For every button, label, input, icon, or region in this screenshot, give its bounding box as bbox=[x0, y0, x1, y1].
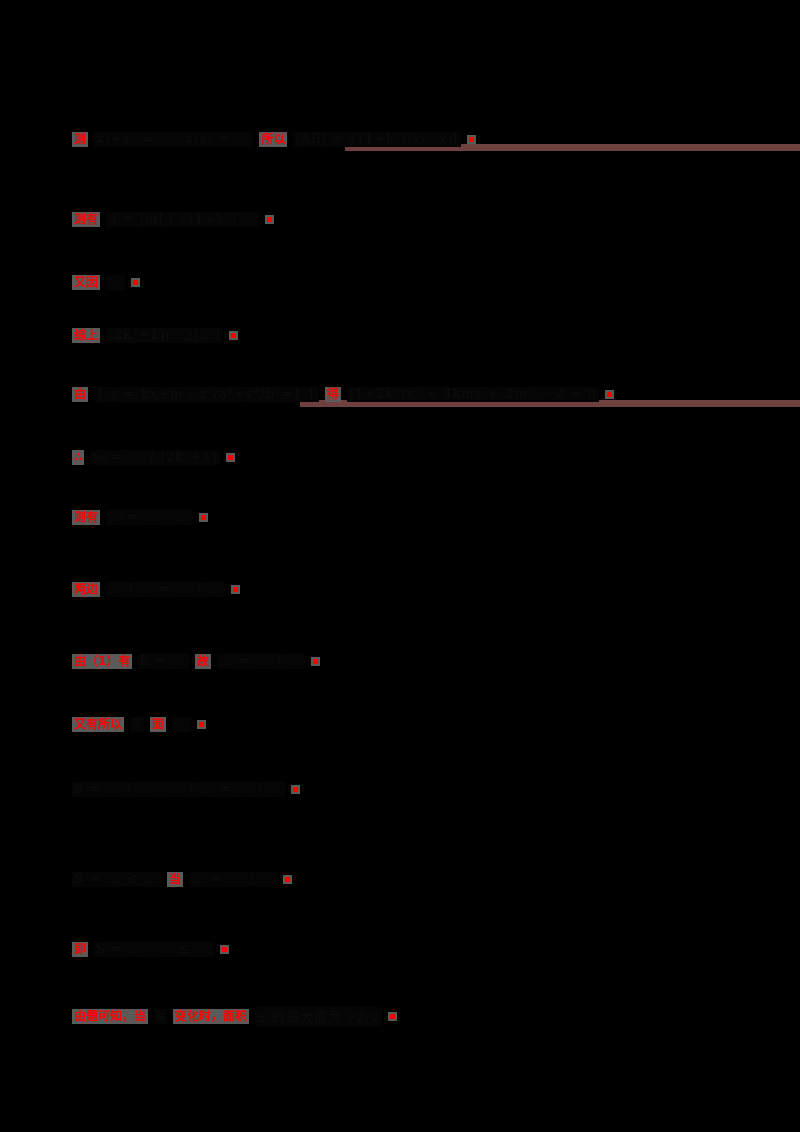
end-marker-icon bbox=[198, 513, 208, 522]
math-expression: d = |m| / √(1+k²) ... bbox=[106, 212, 260, 227]
step-label: 所以 bbox=[259, 132, 288, 147]
solution-line: 则 x₁+x₂ = ..., x₁x₂ = ... 所以 |AB| = √(1+k²)… bbox=[72, 132, 476, 147]
solution-line: 综上 (2k²+1)(...)(...) bbox=[72, 328, 238, 343]
solution-line: 由 { y = kx+m ; x²/a²+y²/b²=1 } 得 (1+2k²)x² … bbox=[72, 387, 614, 402]
step-label: 面 bbox=[149, 717, 166, 732]
math-expression: S = ... / ... · ... / ... = ... / ... bbox=[72, 782, 285, 797]
solution-line: S = ... / ... · ... / ... = ... / ... bbox=[72, 782, 300, 797]
step-label: 两边 bbox=[72, 582, 101, 597]
step-label: 由（1）有 bbox=[72, 654, 133, 669]
end-marker-icon bbox=[310, 657, 320, 666]
step-label: 又因 bbox=[72, 275, 101, 290]
end-marker-icon bbox=[290, 785, 300, 794]
solution-line: 又因... bbox=[72, 275, 141, 290]
end-marker-icon bbox=[283, 875, 293, 884]
step-label: ∴ bbox=[72, 450, 85, 465]
solution-line: S = ... ≤ ... 当 ... = ... / ... bbox=[72, 872, 293, 887]
end-marker-icon bbox=[131, 278, 141, 287]
end-marker-icon bbox=[466, 135, 476, 144]
step-label: 由 bbox=[72, 387, 89, 402]
math-expression: S = ... ≤ ... bbox=[72, 872, 162, 887]
step-label: 当 bbox=[167, 872, 184, 887]
step-label: 则 bbox=[72, 132, 89, 147]
math-expression: ... = ... / ... bbox=[189, 872, 278, 887]
step-label: 则有 bbox=[72, 510, 101, 525]
math-expression: S = ... · ... ≤ ... bbox=[94, 942, 214, 957]
math-expression: (2k²+1)(...)(...) bbox=[106, 328, 223, 343]
math-expression: ... bbox=[171, 717, 192, 732]
math-expression: ... = ... / ... bbox=[216, 654, 305, 669]
math-expression: { y = kx+m ; x²/a²+y²/b²=1 } bbox=[94, 387, 319, 402]
end-marker-icon bbox=[225, 453, 235, 462]
step-label: 又有所以 bbox=[72, 717, 125, 732]
end-marker-icon bbox=[219, 945, 229, 954]
step-label: 得 bbox=[324, 387, 341, 402]
end-marker-icon bbox=[197, 720, 207, 729]
step-label: 则有 bbox=[72, 212, 101, 227]
solution-line: 由题可知，当 k 变化时，面积 S 的最大值为 √2/2 bbox=[72, 1007, 398, 1026]
math-expression: S 的最大值为 √2/2 bbox=[254, 1007, 383, 1026]
step-label: 由题可知，当 bbox=[72, 1009, 149, 1024]
end-marker-icon bbox=[604, 390, 614, 399]
step-label: 变化时，面积 bbox=[172, 1009, 249, 1024]
margin-rule-1 bbox=[345, 144, 800, 151]
margin-rule-2 bbox=[300, 400, 800, 407]
math-expression: ... bbox=[106, 275, 126, 290]
solution-line: 则有 d = |m| / √(1+k²) ... bbox=[72, 212, 275, 227]
math-expression: ... / ... = ... / ... bbox=[106, 582, 226, 597]
math-expression: y₀ = ... , ... bbox=[106, 510, 193, 525]
math-expression: x₁+x₂ = ..., x₁x₂ = ... bbox=[94, 132, 254, 147]
end-marker-icon bbox=[388, 1012, 398, 1021]
solution-line: 即 S = ... · ... ≤ ... bbox=[72, 942, 229, 957]
end-marker-icon bbox=[265, 215, 275, 224]
solution-line: 两边 ... / ... = ... / ... bbox=[72, 582, 241, 597]
math-expression: S bbox=[130, 717, 144, 732]
math-expression: k = ... bbox=[138, 654, 189, 669]
solution-line: 由（1）有 k = ... 故 ... = ... / ... bbox=[72, 654, 320, 669]
end-marker-icon bbox=[228, 331, 238, 340]
end-marker-icon bbox=[231, 585, 241, 594]
step-label: 即 bbox=[72, 942, 89, 957]
step-label: 综上 bbox=[72, 328, 101, 343]
step-label: 故 bbox=[194, 654, 211, 669]
solution-line: 又有所以 S 面... bbox=[72, 717, 207, 732]
math-expression: (1+2k²)x² + 4kmx + 2m² − 2 = 0 bbox=[346, 387, 599, 402]
math-expression: x₀ = ... / (2k²+1) bbox=[90, 450, 220, 465]
solution-line: ∴ x₀ = ... / (2k²+1) bbox=[72, 450, 235, 465]
solution-line: 则有 y₀ = ... , ... bbox=[72, 510, 208, 525]
math-expression: k bbox=[154, 1009, 167, 1024]
math-expression: |AB| = √(1+k²)|x₁−x₂| bbox=[293, 132, 461, 147]
